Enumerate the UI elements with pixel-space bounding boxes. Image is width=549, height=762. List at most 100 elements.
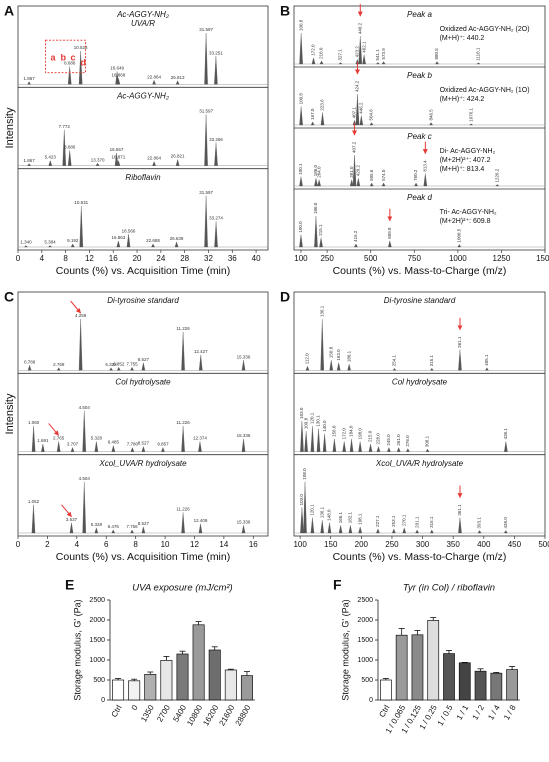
peak — [320, 520, 324, 534]
peak-label: 1.060 — [28, 420, 40, 425]
peak-label: 16.649 — [110, 66, 124, 71]
peak-label: 9.192 — [67, 238, 79, 243]
peak-label: 5.328 — [91, 522, 103, 527]
peak — [241, 525, 246, 534]
peak-label: 436.1 — [503, 428, 508, 440]
peak-label: 184.0 — [349, 425, 354, 437]
annotation: (M+2H)²⁺: 407.2 — [440, 157, 491, 164]
y-tick-label: 2000 — [357, 617, 373, 624]
x-tick-label: 250 — [385, 540, 399, 549]
peak-label: 16.871 — [112, 155, 126, 160]
box-label: b — [61, 52, 67, 62]
panel-letter: B — [280, 3, 290, 19]
peak-label: 15.336 — [237, 519, 251, 524]
peak — [369, 122, 374, 126]
peak-label: 315.1 — [429, 355, 434, 367]
peak — [82, 410, 86, 452]
y-tick-label: 500 — [361, 677, 373, 684]
peak-label: 163.0 — [336, 349, 341, 361]
peak — [352, 154, 357, 187]
annotation: (M+H)⁺: 440.2 — [440, 35, 485, 42]
peak — [299, 106, 303, 126]
annotation: Oxidized Ac-AGGY-NH₂ (2O) — [440, 26, 530, 33]
peak — [358, 441, 362, 452]
annotation: Oxidized Ac-AGGY-NH₂ (1O) — [440, 87, 530, 94]
peak — [111, 529, 116, 534]
peak — [485, 367, 489, 371]
x-tick-label: 1250 — [493, 254, 511, 263]
peak — [319, 60, 324, 65]
peak-label: 26.813 — [171, 75, 185, 80]
peak — [304, 431, 308, 452]
arrow — [70, 300, 82, 314]
peak-label: 108.0 — [302, 468, 307, 480]
box-label: c — [71, 52, 76, 62]
peak-label: 254.1 — [392, 355, 397, 367]
bar — [458, 662, 471, 701]
peak-label: 136.1 — [319, 305, 324, 317]
subplot-title: Xcol_UVA/R hydrolysate — [375, 459, 464, 468]
peak-label: 12.427 — [194, 349, 208, 354]
peak-label: 8.686 — [64, 61, 76, 66]
peak-label: 103.0 — [299, 407, 304, 419]
y-axis-label: Storage modulus, G' (Pa) — [72, 599, 82, 700]
peak-label: 446.2 — [359, 102, 364, 114]
highlight-box — [45, 39, 86, 74]
panel-letter: C — [4, 289, 14, 305]
peak-label: 880.5 — [434, 48, 439, 60]
peak-label: 8.527 — [138, 521, 150, 526]
peak-label: 218.0 — [319, 47, 324, 59]
bar — [160, 660, 173, 701]
peak-label: 6.328 — [105, 362, 117, 367]
peak — [130, 447, 135, 452]
peak — [423, 173, 428, 187]
peak — [198, 441, 202, 452]
peak-label: 22.864 — [147, 156, 161, 161]
y-tick-label: 2500 — [89, 597, 105, 604]
panel-letter: F — [333, 577, 342, 593]
peak — [27, 81, 31, 85]
peak — [327, 522, 332, 534]
peak-label: 405.1 — [484, 354, 489, 366]
x-tick-label: 4 — [75, 540, 80, 549]
panel-letter: E — [65, 577, 74, 593]
peak — [181, 425, 185, 452]
peak — [388, 240, 392, 248]
x-tick-label: 2 — [45, 540, 50, 549]
bar — [411, 634, 424, 701]
peak-label: 204.0 — [316, 166, 321, 178]
peak — [161, 447, 165, 452]
panel-letter: D — [280, 289, 290, 305]
bar — [224, 669, 237, 701]
peak — [359, 115, 364, 126]
peak-label: 4.504 — [79, 405, 91, 410]
peak — [504, 441, 508, 452]
x-tick-label: 500 — [538, 540, 549, 549]
peak — [116, 160, 121, 166]
peak-label: 0.789 — [24, 359, 36, 364]
x-axis-label: Counts (%) vs. Mass-to-Charge (m/z) — [333, 551, 507, 563]
peak — [152, 79, 156, 85]
peak-label: 227.1 — [375, 515, 380, 527]
x-tick-label: 6 — [104, 540, 109, 549]
peak-label: 156.0 — [332, 425, 337, 437]
bar — [490, 672, 503, 701]
peak — [381, 61, 386, 65]
peak — [198, 354, 203, 371]
peak — [402, 527, 407, 534]
peak — [376, 528, 380, 534]
peak — [477, 530, 482, 534]
peak — [375, 62, 380, 65]
peak — [320, 112, 325, 126]
peak-label: 5.328 — [91, 436, 103, 441]
subplot-title: Ac-AGGY-NH₂ — [116, 91, 169, 100]
peak-label: 9.857 — [157, 442, 169, 447]
y-tick-label: 1500 — [89, 637, 105, 644]
peak-label: 8.527 — [138, 357, 150, 362]
peak — [503, 530, 508, 534]
subplot-title: Ac-AGGY-NH₂ — [116, 10, 169, 19]
peak — [141, 446, 146, 452]
peak-label: 8.527 — [138, 441, 150, 446]
x-tick-label: 100 — [293, 540, 307, 549]
peak — [305, 365, 310, 371]
